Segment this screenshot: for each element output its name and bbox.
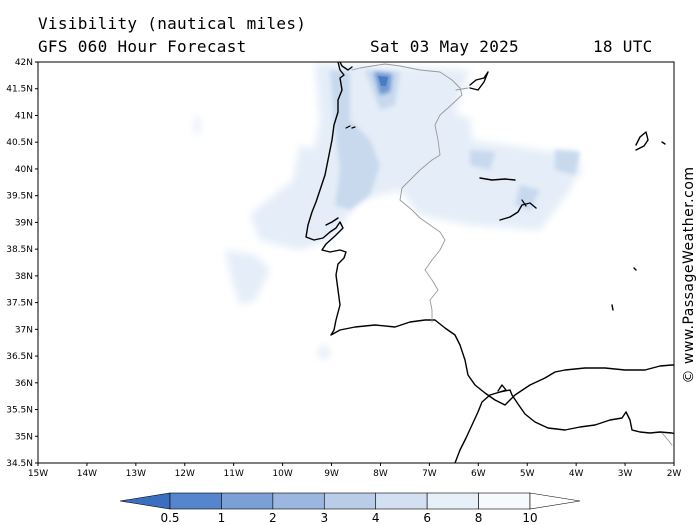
credit-watermark: © www.PassageWeather.com	[681, 166, 697, 383]
latitude-axis: 42N 41.5N 41N 40.5N 40N 39.5N 39N 38.5N 38N 37.5N…	[6, 58, 38, 469]
lat-tick-label: 41N	[15, 111, 33, 121]
lon-tick-label: 5W	[520, 469, 535, 479]
colorbar-segment	[169, 492, 222, 510]
colorbar-label: 6	[423, 511, 431, 525]
longitude-axis: 15W 14W 13W 12W 11W 10W 9W 8W 7W 6W 5W 4W 3W 2W	[28, 463, 682, 479]
lat-tick-label: 35.5N	[6, 406, 33, 416]
lon-tick-label: 7W	[422, 469, 437, 479]
iberia-coastline	[305, 62, 674, 406]
forecast-date: Sat 03 May 2025	[370, 37, 519, 56]
coastlines	[305, 62, 674, 463]
colorbar-label: 10	[522, 511, 537, 525]
lat-tick-label: 41.5N	[6, 85, 33, 95]
lon-tick-label: 4W	[569, 469, 584, 479]
lon-tick-label: 6W	[471, 469, 486, 479]
forecast-subtitle: GFS 060 Hour Forecast	[38, 37, 247, 56]
portugal-spain-border	[351, 63, 463, 323]
colorbar-label: 4	[372, 511, 380, 525]
colorbar-label: 3	[320, 511, 328, 525]
lon-tick-label: 9W	[324, 469, 339, 479]
lat-tick-label: 38.5N	[6, 245, 33, 255]
lat-tick-label: 37.5N	[6, 299, 33, 309]
credit-text: © www.PassageWeather.com	[681, 166, 697, 383]
lon-tick-label: 15W	[28, 469, 48, 479]
colorbar-high-arrow	[529, 492, 581, 510]
map-frame	[37, 61, 675, 464]
visibility-shading	[194, 64, 582, 360]
colorbar-segment	[272, 492, 325, 510]
lat-tick-label: 40N	[15, 165, 33, 175]
lon-tick-label: 14W	[77, 469, 97, 479]
lon-tick-label: 2W	[667, 469, 682, 479]
lat-tick-label: 42N	[15, 58, 33, 68]
colorbar-segment	[426, 492, 479, 510]
colorbar-label: 2	[269, 511, 277, 525]
colorbar-label: 1	[218, 511, 226, 525]
colorbar-label: 8	[475, 511, 483, 525]
lon-tick-label: 10W	[272, 469, 292, 479]
lat-tick-label: 36.5N	[6, 352, 33, 362]
lat-tick-label: 38N	[15, 272, 33, 282]
lon-tick-label: 11W	[224, 469, 244, 479]
colorbar-label: 0.5	[160, 511, 179, 525]
forecast-time: 18 UTC	[593, 37, 653, 56]
colorbar-segment	[221, 492, 274, 510]
lon-tick-label: 13W	[126, 469, 146, 479]
lat-tick-label: 34.5N	[6, 459, 33, 469]
colorbar-segment	[375, 492, 428, 510]
lat-tick-label: 39N	[15, 218, 33, 228]
colorbar-segment	[323, 492, 377, 510]
africa-coastline	[454, 389, 674, 463]
lat-tick-label: 40.5N	[6, 138, 33, 148]
lon-tick-label: 3W	[618, 469, 633, 479]
colorbar-low-arrow	[119, 492, 171, 510]
lat-tick-label: 39.5N	[6, 192, 33, 202]
visibility-colorbar: 0.5 1 2 3 4 6 8 10	[119, 492, 581, 525]
lat-tick-label: 36N	[15, 379, 33, 389]
lat-tick-label: 37N	[15, 325, 33, 335]
map-title: Visibility (nautical miles)	[38, 14, 307, 33]
lat-tick-label: 35N	[15, 432, 33, 442]
colorbar-segment	[478, 492, 531, 510]
lon-tick-label: 8W	[373, 469, 388, 479]
lon-tick-label: 12W	[175, 469, 195, 479]
